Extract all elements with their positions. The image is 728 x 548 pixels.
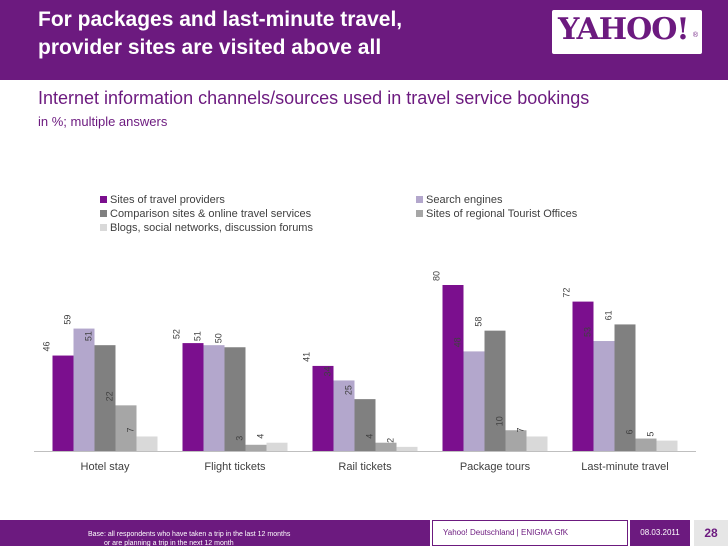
legend-swatch-0 [100, 196, 107, 203]
slide-title: For packages and last-minute travel, pro… [38, 6, 518, 62]
legend-swatch-3 [416, 210, 423, 217]
bar-3-2 [484, 330, 506, 451]
bar-value-label-0-4: 7 [126, 427, 136, 432]
bar-value-label-0-1: 59 [63, 315, 73, 325]
bar-value-label-3-2: 58 [474, 317, 484, 327]
bar-3-3 [505, 430, 527, 451]
bar-value-label-4-2: 61 [604, 310, 614, 320]
legend-swatch-4 [100, 224, 107, 231]
page-number: 28 [694, 520, 728, 546]
legend-label-1: Search engines [426, 194, 503, 206]
bar-value-label-2-4: 2 [386, 438, 396, 443]
legend-swatch-2 [100, 210, 107, 217]
bar-2-3 [375, 442, 397, 451]
bar-3-1 [463, 351, 485, 451]
bar-value-label-0-2: 51 [84, 331, 94, 341]
bar-chart: Sites of travel providers Search engines C… [34, 194, 696, 473]
footer-date: 08.03.2011 [630, 520, 690, 546]
bar-2-0 [312, 365, 334, 451]
category-label-1: Flight tickets [204, 461, 266, 473]
bar-1-4 [266, 442, 288, 451]
category-label-3: Package tours [460, 461, 531, 473]
bar-value-label-2-3: 4 [365, 434, 375, 439]
slide-title-line-2: provider sites are visited above all [38, 36, 382, 59]
bar-value-label-2-1: 34 [323, 366, 333, 376]
bar-value-label-1-2: 50 [214, 333, 224, 343]
bar-2-2 [354, 399, 376, 451]
bar-value-label-1-3: 3 [235, 436, 245, 441]
bar-value-label-1-0: 52 [172, 329, 182, 339]
bar-0-2 [94, 345, 116, 451]
category-label-2: Rail tickets [338, 461, 392, 473]
bar-4-0 [572, 301, 594, 451]
legend-label-0: Sites of travel providers [110, 194, 225, 206]
yahoo-logo: YAHOO! ® [552, 10, 702, 54]
units-note: in %; multiple answers [38, 114, 168, 129]
bar-0-4 [136, 436, 158, 451]
bar-4-4 [656, 440, 678, 451]
bar-3-0 [442, 285, 464, 451]
bar-0-3 [115, 405, 137, 451]
legend-label-2: Comparison sites & online travel service… [110, 208, 312, 220]
base-note-line-1: Base: all respondents who have taken a t… [88, 531, 291, 538]
bar-0-0 [52, 355, 74, 451]
bar-value-label-0-3: 22 [105, 391, 115, 401]
header-bar: For packages and last-minute travel, pro… [0, 0, 728, 80]
footer-source: Yahoo! Deutschland | ENIGMA GfK [432, 520, 628, 546]
bar-2-1 [333, 380, 355, 451]
registered-mark-icon: ® [692, 32, 698, 39]
category-label-4: Last-minute travel [581, 461, 668, 473]
bar-1-2 [224, 347, 246, 451]
bar-1-3 [245, 444, 267, 451]
category-label-0: Hotel stay [81, 461, 130, 473]
slide-title-line-1: For packages and last-minute travel, [38, 8, 403, 31]
bar-value-label-3-4: 7 [516, 427, 526, 432]
bar-value-label-0-0: 46 [42, 342, 52, 352]
footer-base-note: Base: all respondents who have taken a t… [88, 530, 408, 548]
bar-value-label-4-3: 6 [625, 430, 635, 435]
bar-value-label-3-0: 80 [432, 271, 442, 281]
bar-value-label-2-2: 25 [344, 385, 354, 395]
legend-swatch-1 [416, 196, 423, 203]
bar-value-label-1-1: 51 [193, 331, 203, 341]
yahoo-logo-text: YAHOO! [558, 12, 690, 47]
bar-value-label-1-4: 4 [256, 434, 266, 439]
bar-4-2 [614, 324, 636, 451]
bar-value-label-2-0: 41 [302, 352, 312, 362]
bar-value-label-4-1: 53 [583, 327, 593, 337]
legend-label-3: Sites of regional Tourist Offices [426, 208, 578, 220]
bar-1-1 [203, 345, 225, 451]
bar-3-4 [526, 436, 548, 451]
base-note-line-2: or are planning a trip in the next 12 mo… [104, 540, 234, 547]
legend-label-4: Blogs, social networks, discussion forum… [110, 222, 313, 234]
bar-value-label-4-0: 72 [562, 288, 572, 298]
bar-value-label-3-1: 48 [453, 337, 463, 347]
chart-subtitle: Internet information channels/sources us… [38, 88, 590, 108]
bar-1-0 [182, 343, 204, 451]
footer-base-bar [0, 520, 430, 546]
bar-value-label-3-3: 10 [495, 416, 505, 426]
bar-4-1 [593, 341, 615, 451]
bar-2-4 [396, 446, 418, 451]
chart-legend: Sites of travel providers Search engines C… [100, 194, 578, 234]
bar-value-label-4-4: 5 [646, 432, 656, 437]
bar-4-3 [635, 438, 657, 451]
bar-0-1 [73, 328, 95, 451]
